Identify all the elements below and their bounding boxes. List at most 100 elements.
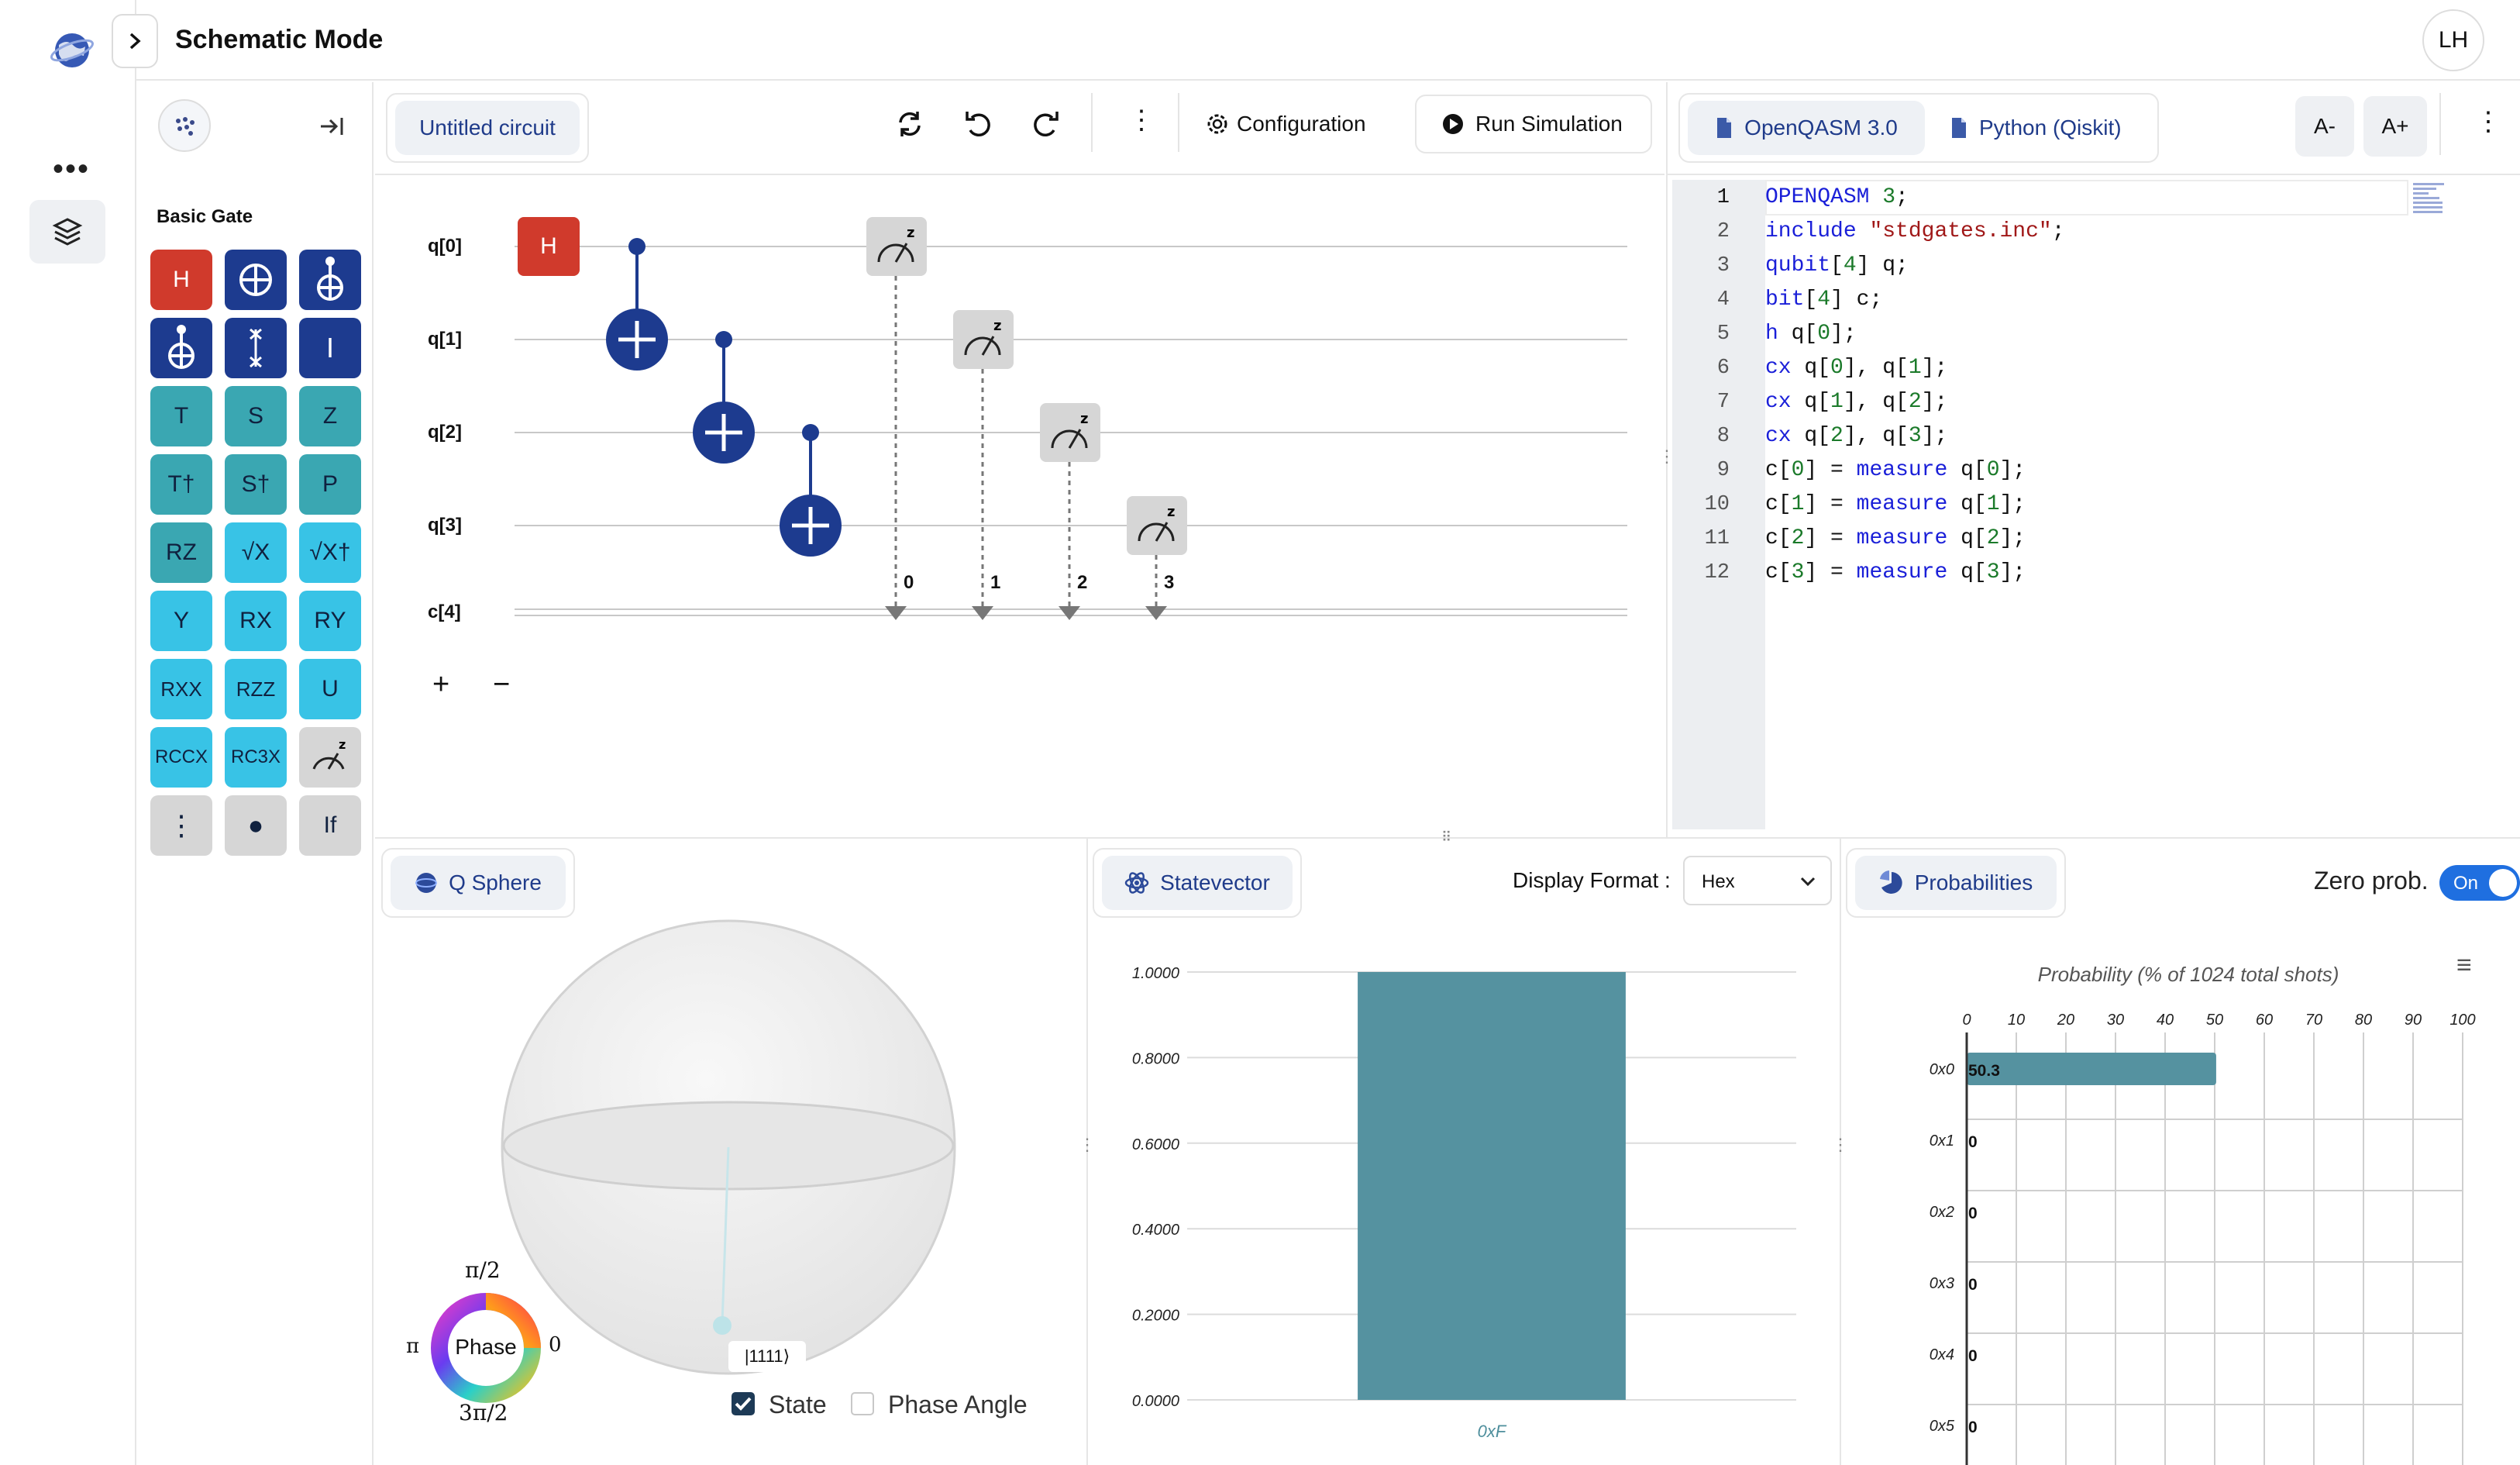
code-line[interactable]: bit[4] c; <box>1765 288 1883 312</box>
gate-sx[interactable]: √X <box>225 522 287 583</box>
tab-probabilities-label: Probabilities <box>1914 870 2033 895</box>
undo-icon[interactable] <box>962 109 993 140</box>
configuration-label: Configuration <box>1237 112 1366 136</box>
code-line[interactable]: OPENQASM 3; <box>1765 185 1909 209</box>
code-line[interactable]: c[0] = measure q[0]; <box>1765 458 2026 482</box>
splitter-handle-icon[interactable]: ⋮ <box>1658 446 1675 466</box>
qsphere-canvas[interactable] <box>465 899 992 1411</box>
gate-s[interactable]: S <box>225 386 287 446</box>
gate-measure[interactable]: z <box>299 727 361 788</box>
gate-ry[interactable]: RY <box>299 591 361 651</box>
editor-more-icon[interactable]: ⋮ <box>2475 107 2501 136</box>
gate-i[interactable]: I <box>299 318 361 378</box>
code-line[interactable]: cx q[0], q[1]; <box>1765 356 1948 380</box>
oplus-icon <box>239 264 272 296</box>
gate-rz[interactable]: RZ <box>150 522 212 583</box>
cnot-gate-0-1[interactable] <box>606 238 668 371</box>
avatar[interactable]: LH <box>2422 9 2484 71</box>
gate-sxdg[interactable]: √X† <box>299 522 361 583</box>
tab-qsphere[interactable]: Q Sphere <box>391 856 566 910</box>
configuration-button[interactable]: Configuration <box>1206 102 1366 146</box>
font-increase-button[interactable]: A+ <box>2363 96 2427 157</box>
redo-icon[interactable] <box>1031 109 1062 140</box>
splitter-handle-icon[interactable]: ⋮ <box>1079 1135 1096 1154</box>
state-checkbox[interactable] <box>732 1392 755 1415</box>
code-line[interactable]: h q[0]; <box>1765 322 1857 346</box>
cnot-gate-1-2[interactable] <box>693 331 755 464</box>
qubit-label-0: q[0] <box>428 236 462 257</box>
tab-probabilities[interactable]: Probabilities <box>1855 856 2057 910</box>
zero-prob-toggle[interactable]: On <box>2439 865 2520 901</box>
bar-value-label: 0 <box>1968 1205 1978 1222</box>
cnot-gate-2-3[interactable] <box>780 424 842 557</box>
minimap[interactable] <box>2413 181 2449 217</box>
gate-reset[interactable]: ● <box>225 795 287 856</box>
gate-if[interactable]: If <box>299 795 361 856</box>
measure-gate-3[interactable]: z <box>1127 496 1187 620</box>
code-line[interactable]: qubit[4] q; <box>1765 253 1909 277</box>
gate-rx[interactable]: RX <box>225 591 287 651</box>
phase-angle-checkbox-label[interactable]: Phase Angle <box>888 1391 1028 1418</box>
measure-gate-2[interactable]: z <box>1040 403 1100 620</box>
more-vertical-icon[interactable]: ⋮ <box>1128 105 1155 135</box>
gate-t[interactable]: T <box>150 386 212 446</box>
add-qubit-button[interactable]: + <box>432 668 450 701</box>
tab-python-qiskit[interactable]: Python (Qiskit) <box>1950 101 2122 155</box>
h-gate-q0[interactable]: H <box>518 217 580 276</box>
display-format-select[interactable]: Hex <box>1683 856 1832 905</box>
code-line[interactable]: c[2] = measure q[2]; <box>1765 526 2026 550</box>
splitter-handle-icon[interactable]: ⠿ <box>1441 829 1453 845</box>
gate-p[interactable]: P <box>299 454 361 515</box>
editor-splitter[interactable] <box>1666 82 1668 839</box>
refresh-icon[interactable] <box>894 109 925 140</box>
phase-angle-checkbox[interactable] <box>851 1392 874 1415</box>
gate-cx-control[interactable] <box>299 250 361 310</box>
gate-swap[interactable] <box>225 318 287 378</box>
measure-gate-1[interactable]: z <box>953 310 1014 620</box>
tab-statevector[interactable]: Statevector <box>1102 856 1293 910</box>
toolbar-divider <box>1178 93 1179 152</box>
code-line[interactable]: include "stdgates.inc"; <box>1765 219 2065 243</box>
line-number: 8 <box>1716 425 1730 448</box>
gate-h[interactable]: H <box>150 250 212 310</box>
gate-rzz[interactable]: RZZ <box>225 659 287 719</box>
gate-z[interactable]: Z <box>299 386 361 446</box>
code-line[interactable]: c[3] = measure q[3]; <box>1765 560 2026 584</box>
measure-gate-0[interactable]: z <box>866 217 927 620</box>
run-simulation-content[interactable]: Run Simulation <box>1441 102 1623 146</box>
gate-u[interactable]: U <box>299 659 361 719</box>
gate-sdg[interactable]: S† <box>225 454 287 515</box>
bottom-splitter[interactable] <box>375 837 2520 839</box>
code-line[interactable]: cx q[1], q[2]; <box>1765 390 1948 414</box>
state-vector-line <box>721 1146 730 1325</box>
font-decrease-button[interactable]: A- <box>2295 96 2354 157</box>
gate-rxx[interactable]: RXX <box>150 659 212 719</box>
page-title: Schematic Mode <box>175 25 384 54</box>
phase-left-label: π <box>406 1335 420 1358</box>
expand-sidebar-button[interactable] <box>112 14 158 68</box>
gate-toffoli[interactable] <box>150 318 212 378</box>
zero-prob-label: Zero prob. <box>2314 867 2429 895</box>
more-horizontal-icon[interactable]: ••• <box>53 152 91 186</box>
panel-splitter[interactable] <box>1086 839 1088 1465</box>
circuit-name[interactable]: Untitled circuit <box>395 101 580 155</box>
state-checkbox-label[interactable]: State <box>769 1391 827 1418</box>
chart-menu-icon[interactable]: ≡ <box>2456 950 2472 980</box>
globe-logo-icon[interactable] <box>50 28 95 73</box>
bar-value-label: 0 <box>1968 1418 1978 1436</box>
splitter-handle-icon[interactable]: ⋮ <box>1832 1135 1849 1154</box>
remove-qubit-button[interactable]: − <box>493 668 511 701</box>
gate-cnot[interactable] <box>225 250 287 310</box>
panel-splitter[interactable] <box>1840 839 1841 1465</box>
gate-rc3x[interactable]: RC3X <box>225 727 287 788</box>
layers-button[interactable] <box>29 200 105 264</box>
code-line[interactable]: c[1] = measure q[1]; <box>1765 492 2026 516</box>
code-line[interactable]: cx q[2], q[3]; <box>1765 424 1948 448</box>
gate-tdg[interactable]: T† <box>150 454 212 515</box>
gate-y[interactable]: Y <box>150 591 212 651</box>
collapse-right-icon[interactable] <box>318 113 346 140</box>
gate-barrier[interactable]: ⋮ <box>150 795 212 856</box>
tab-openqasm[interactable]: OpenQASM 3.0 <box>1688 101 1925 155</box>
gate-rccx[interactable]: RCCX <box>150 727 212 788</box>
circuit-canvas[interactable]: z z z z <box>375 177 1665 837</box>
